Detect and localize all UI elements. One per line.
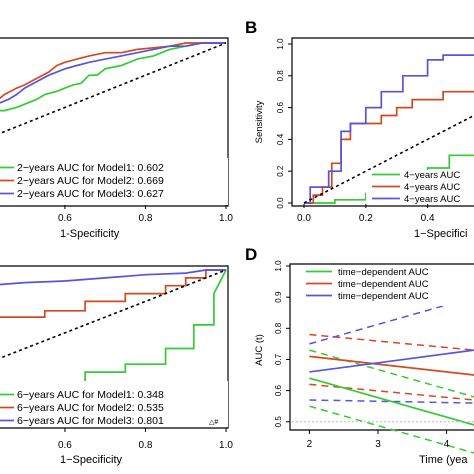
panel-d-ytick-label: 0.7 [274, 353, 283, 365]
panel-a-xtick-label: 0.6 [58, 213, 72, 224]
panel-c-xtick-label: 0.6 [58, 440, 72, 451]
panel-b-ytick-label: 0.4 [276, 133, 285, 145]
panel-c-xtick-label: 1.0 [219, 440, 233, 451]
panel-b-frame [291, 37, 474, 207]
panel-c-curve-model3 [0, 269, 226, 286]
panel-d-letter: D [245, 245, 257, 264]
panel-b-ytick-label: 0.8 [276, 70, 285, 82]
panel-b-ytick-label: 0.2 [276, 165, 285, 177]
panel-d-ci-lower-3 [309, 399, 474, 404]
panel-a-curve-model3 [0, 42, 226, 104]
panel-b-curve-model3 [304, 54, 474, 204]
panel-b-legend-label: 4−years AUC [404, 194, 460, 205]
panel-d-legend-label: time−dependent AUC [338, 291, 429, 302]
panel-c-xtick-label: 0.8 [139, 440, 153, 451]
panel-d-xtick-label: 4 [444, 439, 450, 450]
panel-b-ytick-label: 0.0 [276, 197, 285, 209]
panel-c-curve-model2 [0, 269, 226, 318]
panel-d-xtick-label: 2 [307, 439, 313, 450]
panel-d-x-axis-title: Time (yea [419, 454, 468, 466]
panel-c-x-axis: 0.40.60.81.0 [58, 428, 233, 451]
panel-c-legend-label: 6−years AUC for Model2: 0.535 [17, 402, 164, 414]
panel-b-ytick-label: 0.6 [276, 101, 285, 113]
panel-c-legend-label: 6−years AUC for Model3: 0.801 [17, 415, 164, 427]
panel-a-frame [0, 37, 229, 207]
panel-d-ci-upper-2 [309, 333, 474, 351]
panel-a-x-axis: 0.40.60.81.0 [58, 205, 233, 224]
panel-d-y-axis: 0.5 0.6 0.7 0.8 0.9 1.0 [274, 260, 290, 427]
panel-c-significance-marker: △# [209, 419, 218, 426]
panel-a-reference-diagonal [0, 42, 227, 135]
panel-a-legend-box [0, 158, 228, 205]
panel-d-legend-label: time−dependent AUC [338, 267, 429, 278]
panel-d-series-layer [309, 296, 474, 454]
panel-d-auc-line-2 [309, 355, 474, 376]
panel-d-ytick-label: 0.9 [274, 291, 283, 303]
panel-d-auc-line-3 [309, 349, 474, 373]
panel-b-y-axis: 0.0 0.2 0.4 0.6 0.8 1.0 [276, 38, 292, 209]
panel-a-legend-label: 2−years AUC for Model2: 0.669 [17, 175, 164, 187]
panel-d-ci-upper-3 [309, 296, 474, 345]
panel-a-series-layer [0, 42, 226, 112]
panel-c-reference-diagonal [0, 269, 227, 360]
panel-b-ytick-label: 1.0 [276, 38, 285, 50]
panel-d-x-axis: 2 3 4 [307, 430, 450, 450]
panel-c-legend-box [0, 381, 228, 427]
panel-c-x-axis-title: 1−Specificity [60, 454, 123, 466]
panel-a-xtick-label: 0.8 [139, 213, 153, 224]
panel-d-legend-box [304, 266, 474, 306]
panel-a-legend-label: 2−years AUC for Model1: 0.602 [17, 162, 164, 174]
panel-b-y-axis-title: Sensitivity [254, 100, 265, 143]
panel-c-legend-label: 6−years AUC for Model1: 0.348 [17, 389, 164, 401]
panel-a-legend-label: 2−years AUC for Model3: 0.627 [17, 188, 164, 200]
panel-d-ci-upper-1 [309, 349, 474, 398]
panel-d-ytick-label: 1.0 [274, 260, 283, 272]
panel-a-x-axis-title: 1-Specificity [60, 228, 120, 240]
panel-d-ytick-label: 0.5 [274, 416, 283, 428]
panel-c-frame [0, 265, 229, 429]
panel-b-xtick-label: 0.0 [297, 213, 311, 224]
panel-c-curve-model1 [0, 269, 227, 397]
panel-d-auc-line-1 [309, 377, 474, 426]
panel-b-x-axis-title: 1−Specifici [414, 228, 468, 240]
panel-a-curve-model1 [0, 42, 226, 112]
panel-b-letter: B [245, 18, 257, 37]
panel-b-legend-label: 4−years AUC [404, 182, 460, 193]
panel-b-reference-diagonal [303, 114, 474, 204]
panel-d-ci-lower-1 [309, 405, 474, 454]
panel-d-ytick-label: 0.8 [274, 322, 283, 334]
panel-b-xtick-label: 0.4 [421, 213, 435, 224]
panel-c-series-layer [0, 269, 227, 397]
panel-d-frame [289, 263, 474, 431]
panel-d-ci-lower-2 [309, 383, 474, 401]
panel-b-xtick-label: 0.2 [359, 213, 373, 224]
panel-d-legend-label: time−dependent AUC [338, 279, 429, 290]
panel-d-xtick-label: 3 [375, 439, 381, 450]
panel-b-legend-label: 4−years AUC [404, 170, 460, 181]
panel-a-curve-model2 [0, 42, 226, 100]
panel-d-y-axis-title: AUC (t) [254, 334, 265, 366]
panel-a-xtick-label: 1.0 [219, 213, 233, 224]
panel-b-x-axis: 0.0 0.2 0.4 [297, 204, 435, 224]
panel-d-ytick-label: 0.6 [274, 385, 283, 397]
